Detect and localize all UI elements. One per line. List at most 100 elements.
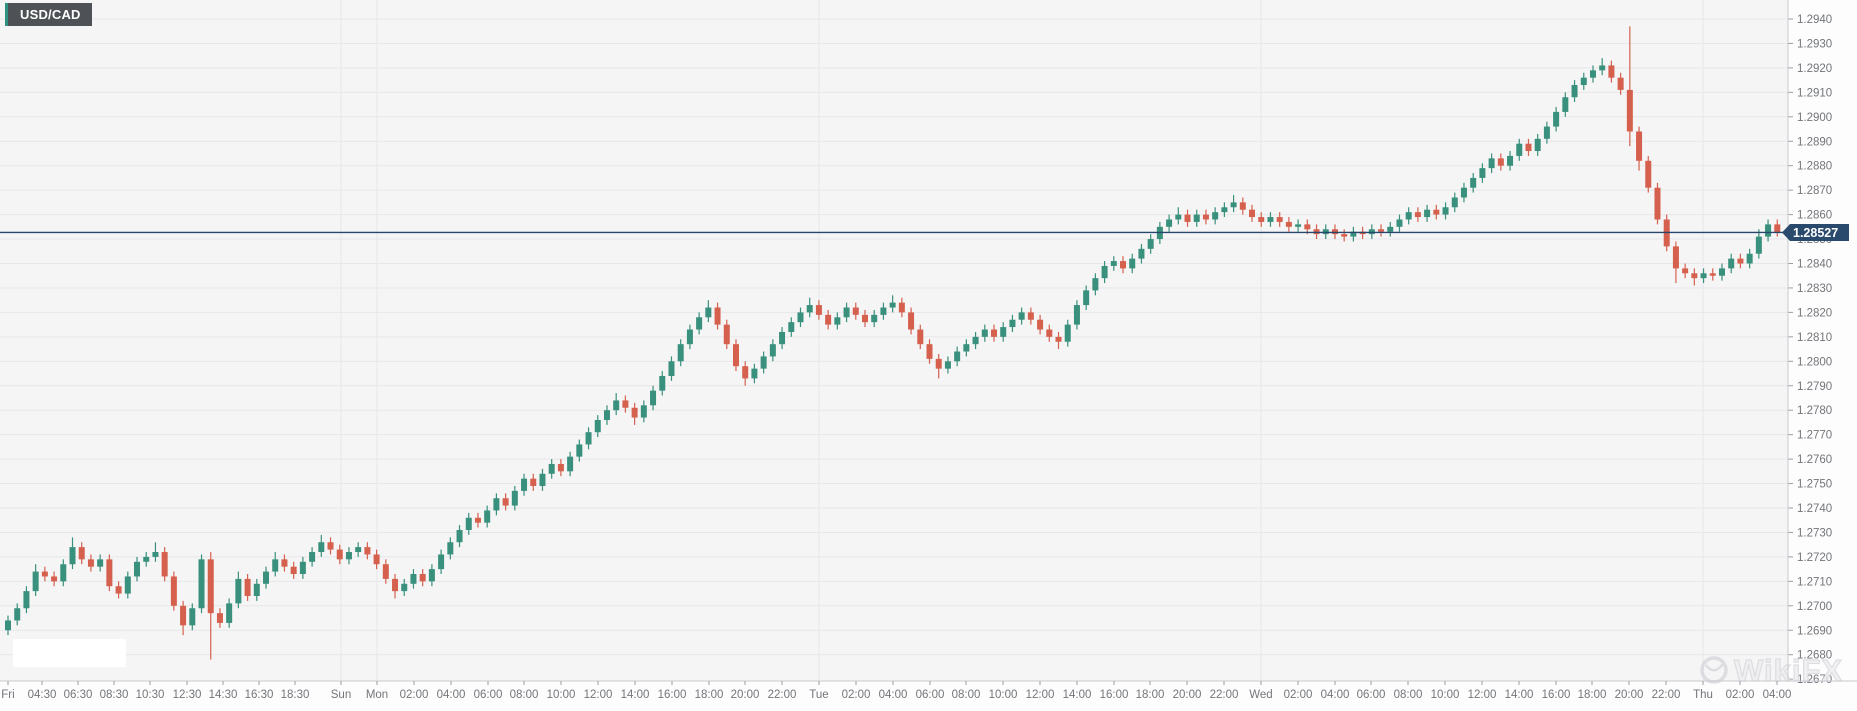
price-tick-label: 1.2780: [1797, 405, 1832, 417]
candle-body: [1073, 305, 1080, 325]
current-price-value: 1.28527: [1793, 226, 1838, 240]
candle-body: [1368, 229, 1375, 235]
candle-body: [1378, 229, 1385, 232]
time-tick-label: 02:00: [1284, 689, 1313, 701]
candle-body: [557, 463, 564, 472]
candle-body: [419, 574, 426, 582]
time-tick-label: 02:00: [842, 689, 871, 701]
candle-body: [926, 344, 933, 359]
candle-body: [1636, 131, 1643, 161]
price-tick-label: 1.2820: [1797, 307, 1832, 319]
price-tick-label: 1.2870: [1797, 185, 1832, 197]
candle-body: [1516, 143, 1523, 156]
candle-body: [1672, 246, 1679, 269]
candle-body: [410, 574, 417, 584]
time-tick-label: 12:00: [1468, 689, 1497, 701]
candle-body: [917, 329, 924, 345]
candle-body: [401, 583, 408, 592]
price-tick-label: 1.2670: [1797, 674, 1832, 686]
price-tick-label: 1.2790: [1797, 381, 1832, 393]
candle-body: [622, 400, 629, 408]
candle-body: [880, 307, 887, 315]
candle-body: [603, 410, 610, 420]
candle-body: [1737, 258, 1744, 264]
candle-body: [659, 375, 666, 391]
price-axis: 1.2940 1.2930 1.2920 1.2910 1.2900 1.2890 1.28…: [1788, 14, 1832, 686]
watermark-logo-swoosh: [1704, 663, 1724, 672]
price-tick-label: 1.2710: [1797, 576, 1832, 588]
candle-body: [797, 312, 804, 323]
price-tick-label: 1.2860: [1797, 210, 1832, 222]
candle-body: [32, 571, 39, 592]
price-tick-label: 1.2890: [1797, 136, 1832, 148]
cover-box: [13, 639, 126, 667]
candle-body: [1479, 168, 1486, 178]
candle-body: [861, 314, 868, 323]
price-tick-label: 1.2730: [1797, 527, 1832, 539]
candle-body: [327, 542, 334, 550]
candle-body: [1000, 327, 1007, 337]
candle-body: [1147, 239, 1154, 249]
candle-body: [281, 559, 288, 567]
candle-body: [198, 559, 205, 609]
time-tick-label: 08:00: [510, 689, 539, 701]
candle-body: [78, 547, 85, 560]
candle-body: [908, 312, 915, 330]
candle-body: [1433, 209, 1440, 215]
candle-body: [23, 591, 30, 609]
candle-body: [1562, 97, 1569, 112]
price-grid: [0, 18, 1788, 656]
candle-body: [530, 478, 537, 486]
time-tick-label: 20:00: [1615, 689, 1644, 701]
candle-body: [1285, 221, 1292, 227]
time-tick-label: 16:00: [1542, 689, 1571, 701]
time-tick-label: 06:00: [916, 689, 945, 701]
price-tick-label: 1.2740: [1797, 503, 1832, 515]
candle-body: [576, 444, 583, 457]
candle-body: [355, 547, 362, 553]
candle-body: [1626, 89, 1633, 132]
candle-body: [1654, 187, 1661, 220]
time-tick-label: 10:00: [1431, 689, 1460, 701]
candle-body: [1202, 214, 1209, 220]
candle-body: [1451, 197, 1458, 208]
candle-body: [1599, 65, 1606, 71]
time-tick-label: 06:00: [474, 689, 503, 701]
time-tick-label: 04:00: [1763, 689, 1792, 701]
candle-body: [1101, 265, 1108, 279]
candle-body: [456, 530, 463, 543]
candle-body: [1424, 209, 1431, 218]
candle-body: [1009, 319, 1016, 328]
candle-body: [364, 547, 371, 555]
time-tick-label: 22:00: [1652, 689, 1681, 701]
candle-body: [143, 556, 150, 562]
candle-body: [474, 517, 481, 523]
candle-body: [1700, 273, 1707, 279]
candle-body: [1553, 111, 1560, 127]
candle-body: [1313, 229, 1320, 235]
candle-body: [1230, 202, 1237, 208]
candle-body: [1718, 268, 1725, 276]
candle-body: [1166, 219, 1173, 227]
time-tick-label: 10:00: [989, 689, 1018, 701]
time-tick-label: 22:00: [768, 689, 797, 701]
candle-body: [852, 307, 859, 315]
candles-layer[interactable]: [5, 26, 1781, 660]
candle-body: [732, 344, 739, 367]
time-axis-strip: [0, 682, 1857, 711]
watermark-logo-icon: [1700, 656, 1728, 684]
candle-body: [1064, 324, 1071, 342]
candle-body: [1138, 248, 1145, 259]
candle-body: [613, 400, 620, 411]
time-tick-label: Sun: [331, 689, 351, 701]
candle-body: [235, 578, 242, 604]
candle-body: [97, 559, 104, 567]
candle-body: [815, 305, 822, 315]
candle-body: [87, 559, 94, 567]
time-tick-label: Tue: [809, 689, 828, 701]
candle-body: [336, 549, 343, 560]
time-tick-label: 04:00: [437, 689, 466, 701]
time-tick-label: Fri: [1, 689, 14, 701]
candle-body: [207, 559, 214, 614]
